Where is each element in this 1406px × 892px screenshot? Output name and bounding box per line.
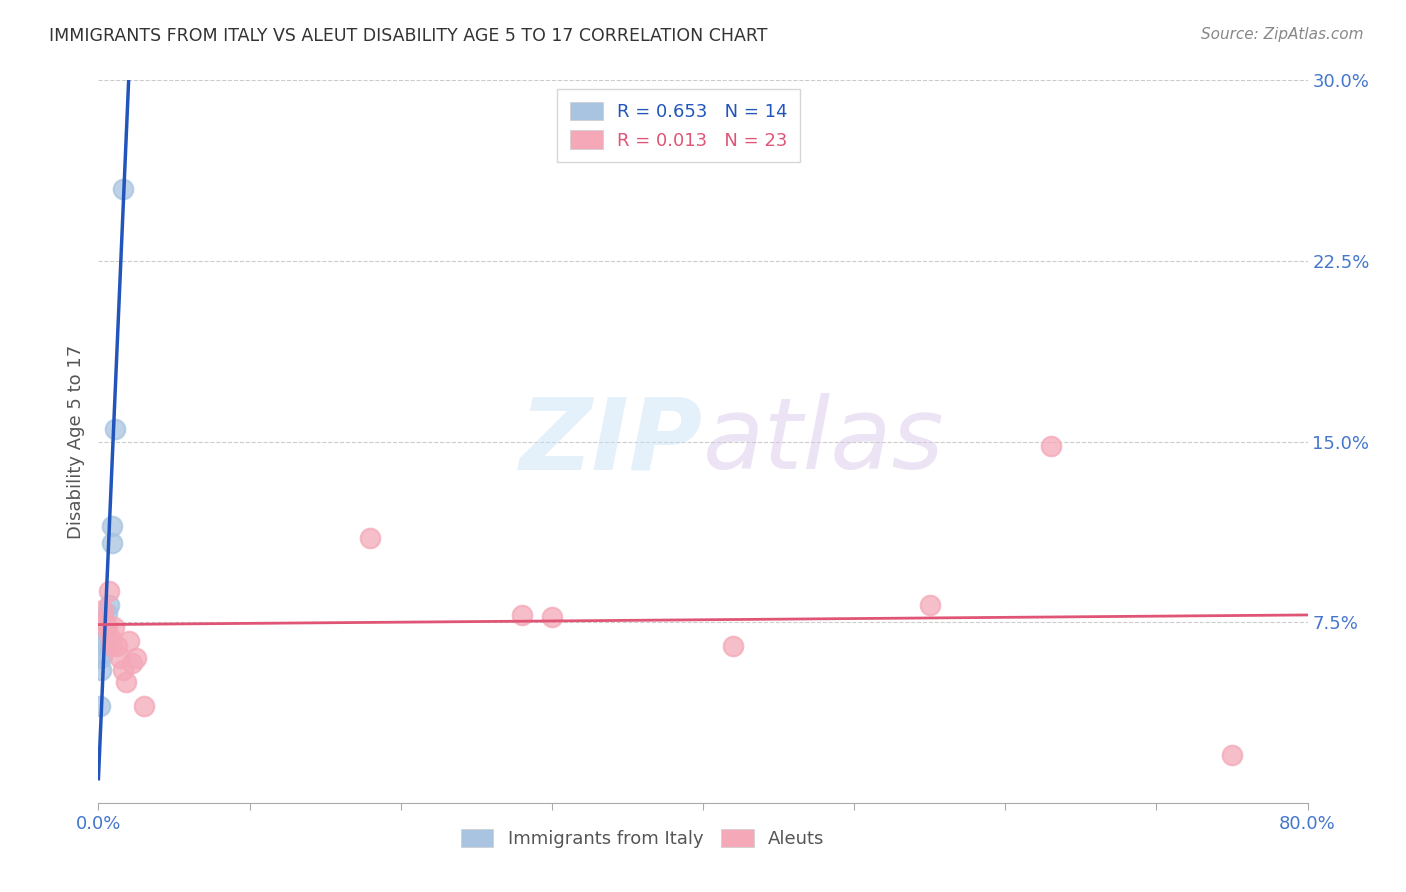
Aleuts — [114, 675, 136, 690]
Aleuts — [108, 651, 131, 665]
Text: atlas: atlas — [703, 393, 945, 490]
Aleuts — [132, 699, 155, 714]
Y-axis label: Disability Age 5 to 17: Disability Age 5 to 17 — [66, 344, 84, 539]
Text: ZIP: ZIP — [520, 393, 703, 490]
Immigrants from Italy — [90, 651, 112, 665]
Immigrants from Italy — [93, 620, 115, 634]
Immigrants from Italy — [101, 535, 124, 549]
Immigrants from Italy — [93, 627, 115, 641]
Aleuts — [105, 639, 128, 653]
Aleuts — [103, 620, 125, 634]
Immigrants from Italy — [96, 606, 118, 620]
Immigrants from Italy — [111, 181, 134, 195]
Immigrants from Italy — [90, 664, 112, 678]
Aleuts — [91, 603, 114, 617]
Aleuts — [125, 651, 148, 665]
Immigrants from Italy — [89, 699, 111, 714]
Aleuts — [101, 639, 124, 653]
Immigrants from Italy — [101, 518, 124, 533]
Aleuts — [360, 531, 382, 545]
Aleuts — [98, 583, 121, 598]
Aleuts — [918, 599, 941, 613]
Aleuts — [1220, 747, 1243, 762]
Aleuts — [540, 610, 562, 624]
Aleuts — [94, 617, 117, 632]
Legend: Immigrants from Italy, Aleuts: Immigrants from Italy, Aleuts — [453, 822, 832, 855]
Text: IMMIGRANTS FROM ITALY VS ALEUT DISABILITY AGE 5 TO 17 CORRELATION CHART: IMMIGRANTS FROM ITALY VS ALEUT DISABILIT… — [49, 27, 768, 45]
Immigrants from Italy — [98, 599, 121, 613]
Aleuts — [96, 623, 118, 637]
Aleuts — [93, 613, 115, 627]
Immigrants from Italy — [94, 617, 117, 632]
Immigrants from Italy — [104, 422, 127, 436]
Aleuts — [510, 607, 533, 622]
Immigrants from Italy — [91, 647, 114, 661]
Aleuts — [100, 632, 122, 646]
Aleuts — [121, 656, 143, 670]
Immigrants from Italy — [91, 637, 114, 651]
Aleuts — [723, 639, 745, 653]
Aleuts — [111, 664, 134, 678]
Text: Source: ZipAtlas.com: Source: ZipAtlas.com — [1201, 27, 1364, 42]
Aleuts — [1039, 439, 1062, 453]
Aleuts — [118, 634, 141, 648]
